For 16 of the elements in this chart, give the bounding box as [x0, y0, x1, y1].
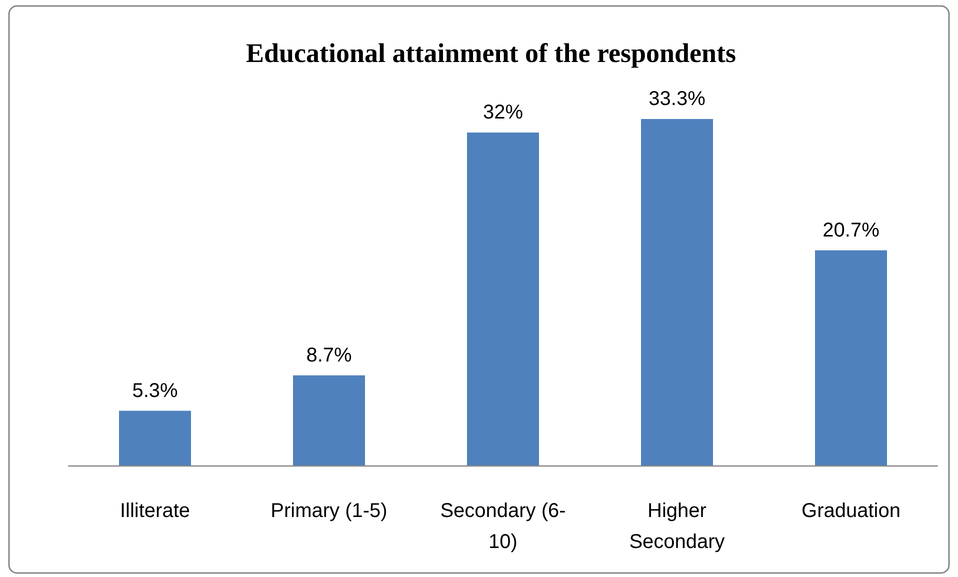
bar: [119, 410, 191, 466]
x-tick-label: Graduation: [802, 500, 900, 522]
data-label: 8.7%: [306, 344, 352, 366]
bar: [293, 375, 365, 466]
bar: [467, 132, 539, 466]
x-tick-label: Illiterate: [120, 500, 190, 522]
bar: [815, 250, 887, 466]
bar: [641, 119, 713, 466]
x-tick-label: Higher Secondary: [629, 500, 725, 553]
chart-title: Educational attainment of the respondents: [246, 38, 736, 68]
data-label: 5.3%: [132, 380, 178, 402]
data-label: 33.3%: [648, 88, 706, 110]
data-label: 20.7%: [822, 219, 880, 242]
data-label: 32%: [482, 102, 524, 124]
x-tick-label: Primary (1-5): [270, 500, 388, 522]
x-tick-label: Secondary (6-10): [440, 500, 566, 553]
